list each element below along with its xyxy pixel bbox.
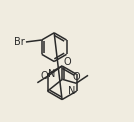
Text: N: N	[49, 69, 56, 79]
Text: O: O	[64, 57, 71, 67]
Text: Br: Br	[14, 37, 25, 47]
Text: N: N	[68, 86, 76, 96]
Text: O: O	[72, 72, 80, 82]
Text: O: O	[41, 71, 48, 81]
